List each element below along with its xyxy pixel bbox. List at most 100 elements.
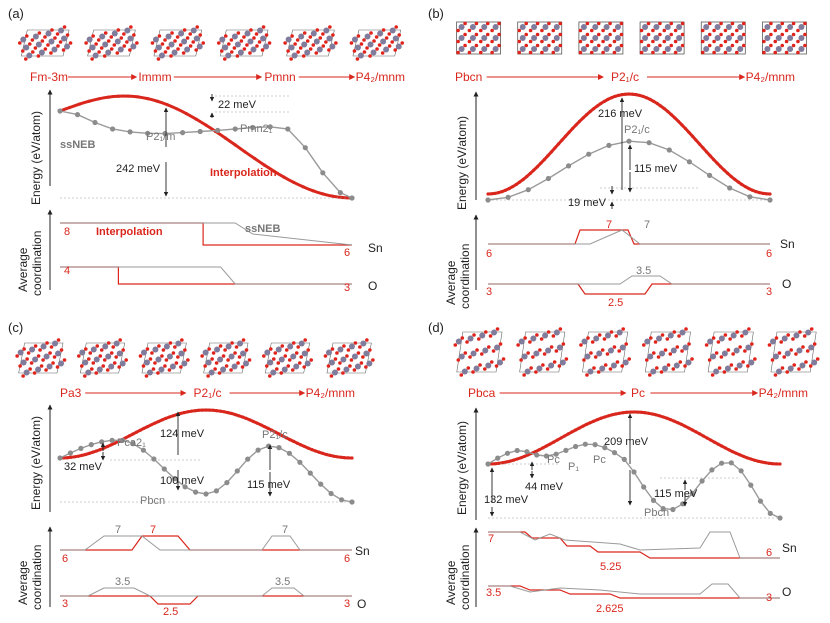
o-atom bbox=[485, 32, 490, 37]
ssneb-point-b-11 bbox=[707, 172, 713, 178]
crystal-structure-0 bbox=[17, 25, 73, 61]
sn-start-a: 8 bbox=[64, 226, 70, 238]
o-atom bbox=[769, 21, 773, 26]
sn-atom bbox=[542, 332, 549, 339]
o-atom bbox=[683, 364, 687, 368]
interp-point-d-71 bbox=[745, 456, 749, 460]
o-atom bbox=[779, 340, 784, 344]
crystal-structure-4 bbox=[283, 25, 338, 61]
o-atom bbox=[61, 48, 66, 52]
interp-point-a-12 bbox=[175, 107, 179, 111]
o-atom bbox=[639, 28, 644, 33]
sn-atom bbox=[650, 368, 657, 375]
sn-label-d: Sn bbox=[782, 541, 797, 555]
sn-atom bbox=[85, 369, 92, 376]
interp-point-b-29 bbox=[588, 109, 592, 114]
sn-atom bbox=[518, 338, 525, 345]
o-atom bbox=[651, 28, 655, 33]
interp-point-a-29 bbox=[340, 195, 344, 200]
sn-atom bbox=[642, 35, 649, 41]
o-atom bbox=[160, 42, 165, 46]
o-atom bbox=[762, 39, 766, 44]
sn-atom bbox=[105, 49, 112, 56]
o-atom bbox=[191, 40, 196, 44]
coord-label-d1: Average bbox=[444, 560, 458, 605]
o-atom bbox=[98, 354, 103, 358]
o-atom bbox=[381, 28, 386, 32]
interp-point-b-20 bbox=[556, 142, 561, 146]
interp-point-d-32 bbox=[603, 415, 607, 419]
interp-point-b-79 bbox=[764, 192, 769, 196]
o-atom bbox=[803, 43, 807, 48]
o-atom bbox=[96, 38, 101, 42]
energy-label-a-242: 242 meV bbox=[116, 163, 161, 175]
sn-atom bbox=[143, 359, 150, 366]
o-atom bbox=[602, 337, 607, 341]
sn-interp-line-c bbox=[60, 535, 352, 551]
unit-cell bbox=[762, 21, 807, 55]
sn-atom bbox=[304, 360, 311, 367]
o-atom bbox=[730, 21, 735, 26]
o-atom bbox=[37, 31, 42, 35]
ssneb-point-a-14 bbox=[302, 145, 308, 151]
energy-label-c-32: 32 meV bbox=[64, 461, 103, 473]
interp-point-d-46 bbox=[654, 413, 658, 417]
sn-atom bbox=[725, 35, 732, 41]
sn-atom bbox=[380, 38, 387, 45]
sn-atom bbox=[43, 353, 50, 360]
series-label-a-ssneb: ssNEB bbox=[60, 139, 96, 151]
o-atom bbox=[474, 43, 479, 48]
interp-point-d-36 bbox=[617, 411, 622, 415]
sn-atom bbox=[553, 46, 560, 52]
o-atom bbox=[711, 336, 716, 340]
sn-atom bbox=[270, 369, 277, 376]
o-atom bbox=[641, 343, 646, 347]
sn-atom bbox=[458, 35, 465, 41]
o-atom bbox=[252, 36, 256, 40]
o-atom bbox=[45, 341, 49, 345]
sn-atom bbox=[710, 353, 717, 360]
o-atom bbox=[774, 336, 779, 340]
interp-point-b-0 bbox=[486, 192, 490, 196]
sn-atom bbox=[604, 332, 611, 339]
o-mid-b2: 2.5 bbox=[608, 297, 623, 309]
o-atom bbox=[298, 46, 303, 50]
sn-atom bbox=[17, 349, 24, 356]
sn-atom bbox=[46, 363, 53, 370]
sn-atom bbox=[580, 24, 587, 30]
interp-point-c-55 bbox=[259, 423, 263, 427]
o-atom bbox=[658, 43, 662, 48]
o-atom bbox=[485, 43, 490, 48]
o-atom bbox=[26, 351, 31, 355]
o-atom bbox=[467, 28, 472, 33]
interp-point-d-30 bbox=[595, 418, 600, 422]
sn-atom bbox=[323, 27, 330, 34]
o-atom bbox=[153, 361, 157, 365]
sn-atom bbox=[169, 363, 176, 370]
sn-atom bbox=[587, 368, 594, 375]
interp-point-c-61 bbox=[281, 434, 285, 438]
sn-interp-line-d bbox=[488, 531, 780, 559]
crystal-structure-3 bbox=[216, 25, 272, 61]
o-atom bbox=[111, 345, 115, 349]
o-atom bbox=[669, 21, 674, 26]
o-atom bbox=[741, 360, 745, 364]
sn-atom bbox=[267, 359, 274, 366]
o-mid-d: 2.625 bbox=[596, 603, 624, 615]
o-atom bbox=[497, 21, 501, 26]
o-atom bbox=[719, 32, 723, 37]
sn-atom bbox=[458, 46, 465, 52]
o-atom bbox=[170, 31, 174, 35]
o-atom bbox=[56, 44, 60, 48]
interp-point-c-67 bbox=[303, 444, 307, 449]
sn-atom bbox=[55, 350, 62, 357]
o-atom bbox=[301, 54, 306, 58]
sn-ssneb-line-a bbox=[60, 222, 353, 246]
o-atom bbox=[128, 48, 132, 52]
sn-atom bbox=[247, 38, 254, 45]
interp-point-c-70 bbox=[313, 449, 318, 453]
sn-atom bbox=[647, 353, 654, 360]
sn-atom bbox=[664, 46, 671, 52]
sn-atom bbox=[798, 46, 805, 52]
